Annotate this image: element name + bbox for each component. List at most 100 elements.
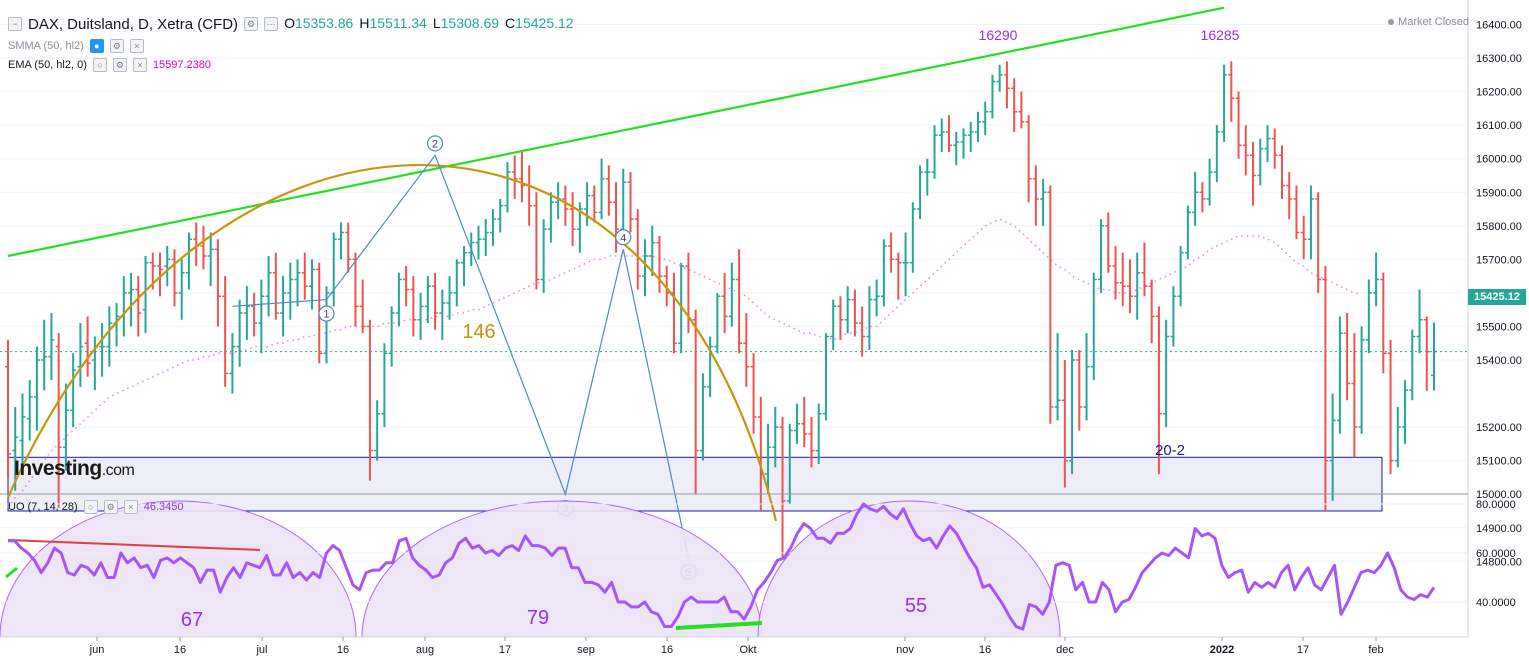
- more-icon[interactable]: ⋯: [264, 17, 279, 31]
- settings-icon[interactable]: ⚙: [244, 17, 259, 31]
- ohlc-bar: [461, 245, 468, 287]
- ohlc-bar: [446, 276, 453, 320]
- ohlc-bar: [309, 259, 316, 310]
- rounding-arc[interactable]: [6, 163, 778, 522]
- ohlc-bar: [605, 165, 612, 216]
- brand-logo: Investing.com: [14, 457, 135, 481]
- symbol-title[interactable]: DAX, Duitsland, D, Xetra (CFD): [28, 15, 239, 33]
- ohlc-bar: [1177, 245, 1184, 307]
- ohlc-bar: [366, 319, 373, 481]
- ohlc-bar: [258, 279, 265, 354]
- ohlc-bar: [345, 222, 352, 273]
- ohlc-bar: [902, 232, 909, 297]
- ohlc-bar: [497, 198, 504, 233]
- wave-label-1[interactable]: 1: [318, 305, 335, 322]
- ohlc-bar: [880, 239, 887, 307]
- ema-legend[interactable]: EMA (50, hl2, 0) ○ ⚙ × 15597.2380: [8, 58, 211, 72]
- price-tick-label: 16200.00: [1476, 87, 1522, 99]
- price-tick-label: 15100.00: [1476, 456, 1522, 468]
- ohlc-bar: [815, 403, 822, 465]
- ohlc-bar: [287, 262, 294, 320]
- uo-axis[interactable]: 80.0000 60.0000 40.0000: [1476, 499, 1516, 609]
- ohlc-bar: [598, 158, 605, 220]
- ohlc-bar: [1032, 165, 1039, 226]
- ohlc-bar: [185, 232, 192, 290]
- ohlc-bar: [1119, 252, 1126, 307]
- ema-label[interactable]: EMA (50, hl2, 0): [8, 59, 87, 71]
- settings-icon[interactable]: ⚙: [112, 58, 127, 72]
- collapse-icon[interactable]: −: [8, 17, 22, 31]
- smma-label[interactable]: SMMA (50, hl2): [8, 40, 84, 52]
- ohlc-bar: [1105, 212, 1112, 273]
- uo-cycle-arc[interactable]: [757, 500, 1061, 638]
- ohlc-close: C15425.12: [505, 15, 574, 31]
- ohlc-bar: [1336, 316, 1343, 434]
- uo-label[interactable]: UO (7, 14, 28): [8, 501, 78, 513]
- ohlc-bar: [1025, 115, 1032, 203]
- close-icon[interactable]: ×: [129, 39, 144, 53]
- ohlc-bar: [453, 259, 460, 307]
- ohlc-bar: [1344, 313, 1351, 401]
- uo-bearish-divergence-line[interactable]: [7, 539, 261, 551]
- ohlc-bar: [1126, 259, 1133, 314]
- elliott-wave-path[interactable]: [232, 154, 689, 559]
- time-axis[interactable]: jun 16 jul 16 aug 17 sep 16 Okt nov 16 dec 2022 17 feb: [89, 637, 1384, 656]
- ohlc-bar: [330, 232, 337, 307]
- ohlc-bar: [1155, 306, 1162, 475]
- uo-cycle-arc[interactable]: [361, 500, 763, 638]
- ohlc-bar: [1402, 380, 1409, 444]
- ohlc-bar: [873, 279, 880, 317]
- ohlc-bar: [1011, 78, 1018, 132]
- ohlc-open: O15353.86: [284, 15, 354, 31]
- ohlc-bar: [1206, 158, 1213, 206]
- ohlc-bar: [1264, 125, 1271, 163]
- uo-cycle-arc[interactable]: [0, 500, 357, 638]
- eye-icon[interactable]: ○: [92, 58, 107, 72]
- ohlc-bar: [19, 393, 26, 468]
- ohlc-bar: [120, 276, 127, 337]
- ohlc-bar: [1257, 138, 1264, 186]
- ohlc-bar: [533, 192, 540, 290]
- x-tick-label: 16: [174, 644, 186, 656]
- uo-arcs: [0, 500, 1061, 638]
- ohlc-bar: [1213, 125, 1220, 183]
- ohlc-high: H15511.34: [359, 15, 427, 31]
- uo-bullish-divergence-line[interactable]: [675, 621, 763, 630]
- rising-trendline[interactable]: [7, 6, 1225, 258]
- ohlc-bar: [946, 115, 953, 152]
- eye-icon[interactable]: ●: [89, 39, 104, 53]
- close-icon[interactable]: ×: [132, 58, 147, 72]
- ohlc-bar: [989, 74, 996, 119]
- ohlc-bar: [1300, 215, 1307, 260]
- x-tick-label: 16: [337, 644, 349, 656]
- ohlc-bar: [142, 255, 149, 334]
- price-tick-label: 16300.00: [1476, 53, 1522, 65]
- settings-icon[interactable]: ⚙: [109, 39, 124, 53]
- ohlc-bar: [772, 406, 779, 468]
- ohlc-bar: [917, 165, 924, 220]
- price-tick-label: 15800.00: [1476, 221, 1522, 233]
- ohlc-bar: [236, 299, 243, 367]
- smma-legend[interactable]: SMMA (50, hl2) ● ⚙ ×: [8, 39, 144, 53]
- price-tick-label: 14900.00: [1476, 523, 1522, 535]
- wave-label-4[interactable]: 4: [615, 229, 632, 246]
- current-price-tag: 15425.12: [1468, 289, 1526, 305]
- ohlc-bar: [1373, 252, 1380, 307]
- uo-legend[interactable]: UO (7, 14, 28) ○ ⚙ × 46.3450: [8, 500, 183, 514]
- ohlc-bar: [410, 276, 417, 337]
- brand-name: Investing: [14, 457, 102, 480]
- ohlc-bar: [909, 202, 916, 273]
- settings-icon[interactable]: ⚙: [103, 500, 118, 514]
- ohlc-bar: [1163, 319, 1170, 428]
- close-icon[interactable]: ×: [123, 500, 138, 514]
- uo-divergence-line-left[interactable]: [5, 566, 18, 579]
- uo-line: [8, 502, 1436, 631]
- ohlc-bar: [996, 64, 1003, 92]
- x-tick-label: aug: [416, 644, 434, 656]
- wave-label-2[interactable]: 2: [426, 135, 444, 152]
- ohlc-bar: [627, 172, 634, 233]
- ohlc-bar: [859, 306, 866, 357]
- eye-icon[interactable]: ○: [83, 500, 98, 514]
- price-axis[interactable]: 16400.00 16300.00 16200.00 16100.00 16000.00…: [1476, 20, 1522, 569]
